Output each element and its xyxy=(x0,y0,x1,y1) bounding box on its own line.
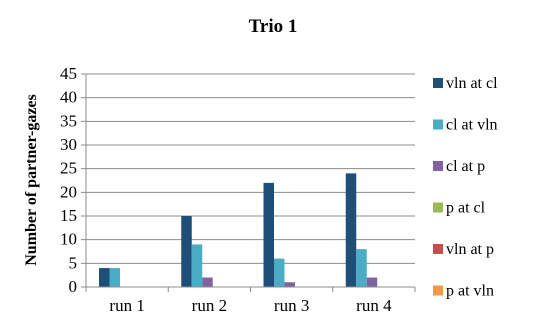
y-tick-label: 40 xyxy=(60,88,77,107)
bar xyxy=(109,268,120,287)
bar xyxy=(274,258,285,287)
y-tick-label: 45 xyxy=(60,64,77,83)
x-tick-label: run 1 xyxy=(109,296,144,315)
gridlines xyxy=(81,73,415,288)
y-tick-label: 10 xyxy=(60,230,77,249)
legend-label: vln at cl xyxy=(446,75,498,92)
bar xyxy=(356,249,367,287)
y-tick-label: 30 xyxy=(60,135,77,154)
legend-swatch xyxy=(433,78,443,88)
legend-label: cl at p xyxy=(446,158,485,175)
legend: vln at cl cl at vln cl at p p at cl vln at p… xyxy=(433,75,498,300)
legend-swatch xyxy=(433,285,443,296)
y-tick-label: 15 xyxy=(60,206,77,225)
legend-swatch xyxy=(433,161,443,171)
chart-title: Trio 1 xyxy=(249,16,298,37)
bar xyxy=(99,268,110,287)
axes xyxy=(85,74,416,292)
bar xyxy=(191,244,203,287)
legend-label: p at vln xyxy=(446,283,494,300)
legend-swatch xyxy=(433,244,443,254)
x-tick-label: run 3 xyxy=(274,296,309,315)
x-tick-label: run 2 xyxy=(192,296,227,315)
legend-swatch xyxy=(433,202,443,213)
y-tick-label: 0 xyxy=(69,277,78,296)
bar xyxy=(181,216,192,287)
bar xyxy=(263,182,274,287)
y-axis-label: Number of partner-gazes xyxy=(23,94,40,266)
bars xyxy=(99,173,378,287)
legend-swatch xyxy=(433,119,443,130)
bar xyxy=(366,277,378,287)
y-tick-label: 5 xyxy=(69,253,78,272)
legend-label: cl at vln xyxy=(446,117,498,134)
x-tick-labels: run 1 run 2 run 3 run 4 xyxy=(109,296,392,315)
legend-label: vln at p xyxy=(446,241,494,258)
y-tick-label: 35 xyxy=(60,111,77,130)
legend-label: p at cl xyxy=(446,200,486,217)
bar xyxy=(345,173,357,287)
x-tick-label: run 4 xyxy=(356,296,392,315)
bar xyxy=(284,282,295,287)
y-tick-labels: 0 5 10 15 20 25 30 35 40 45 xyxy=(60,64,77,296)
y-tick-label: 20 xyxy=(60,182,77,201)
y-tick-label: 25 xyxy=(60,159,77,178)
bar xyxy=(202,277,213,287)
